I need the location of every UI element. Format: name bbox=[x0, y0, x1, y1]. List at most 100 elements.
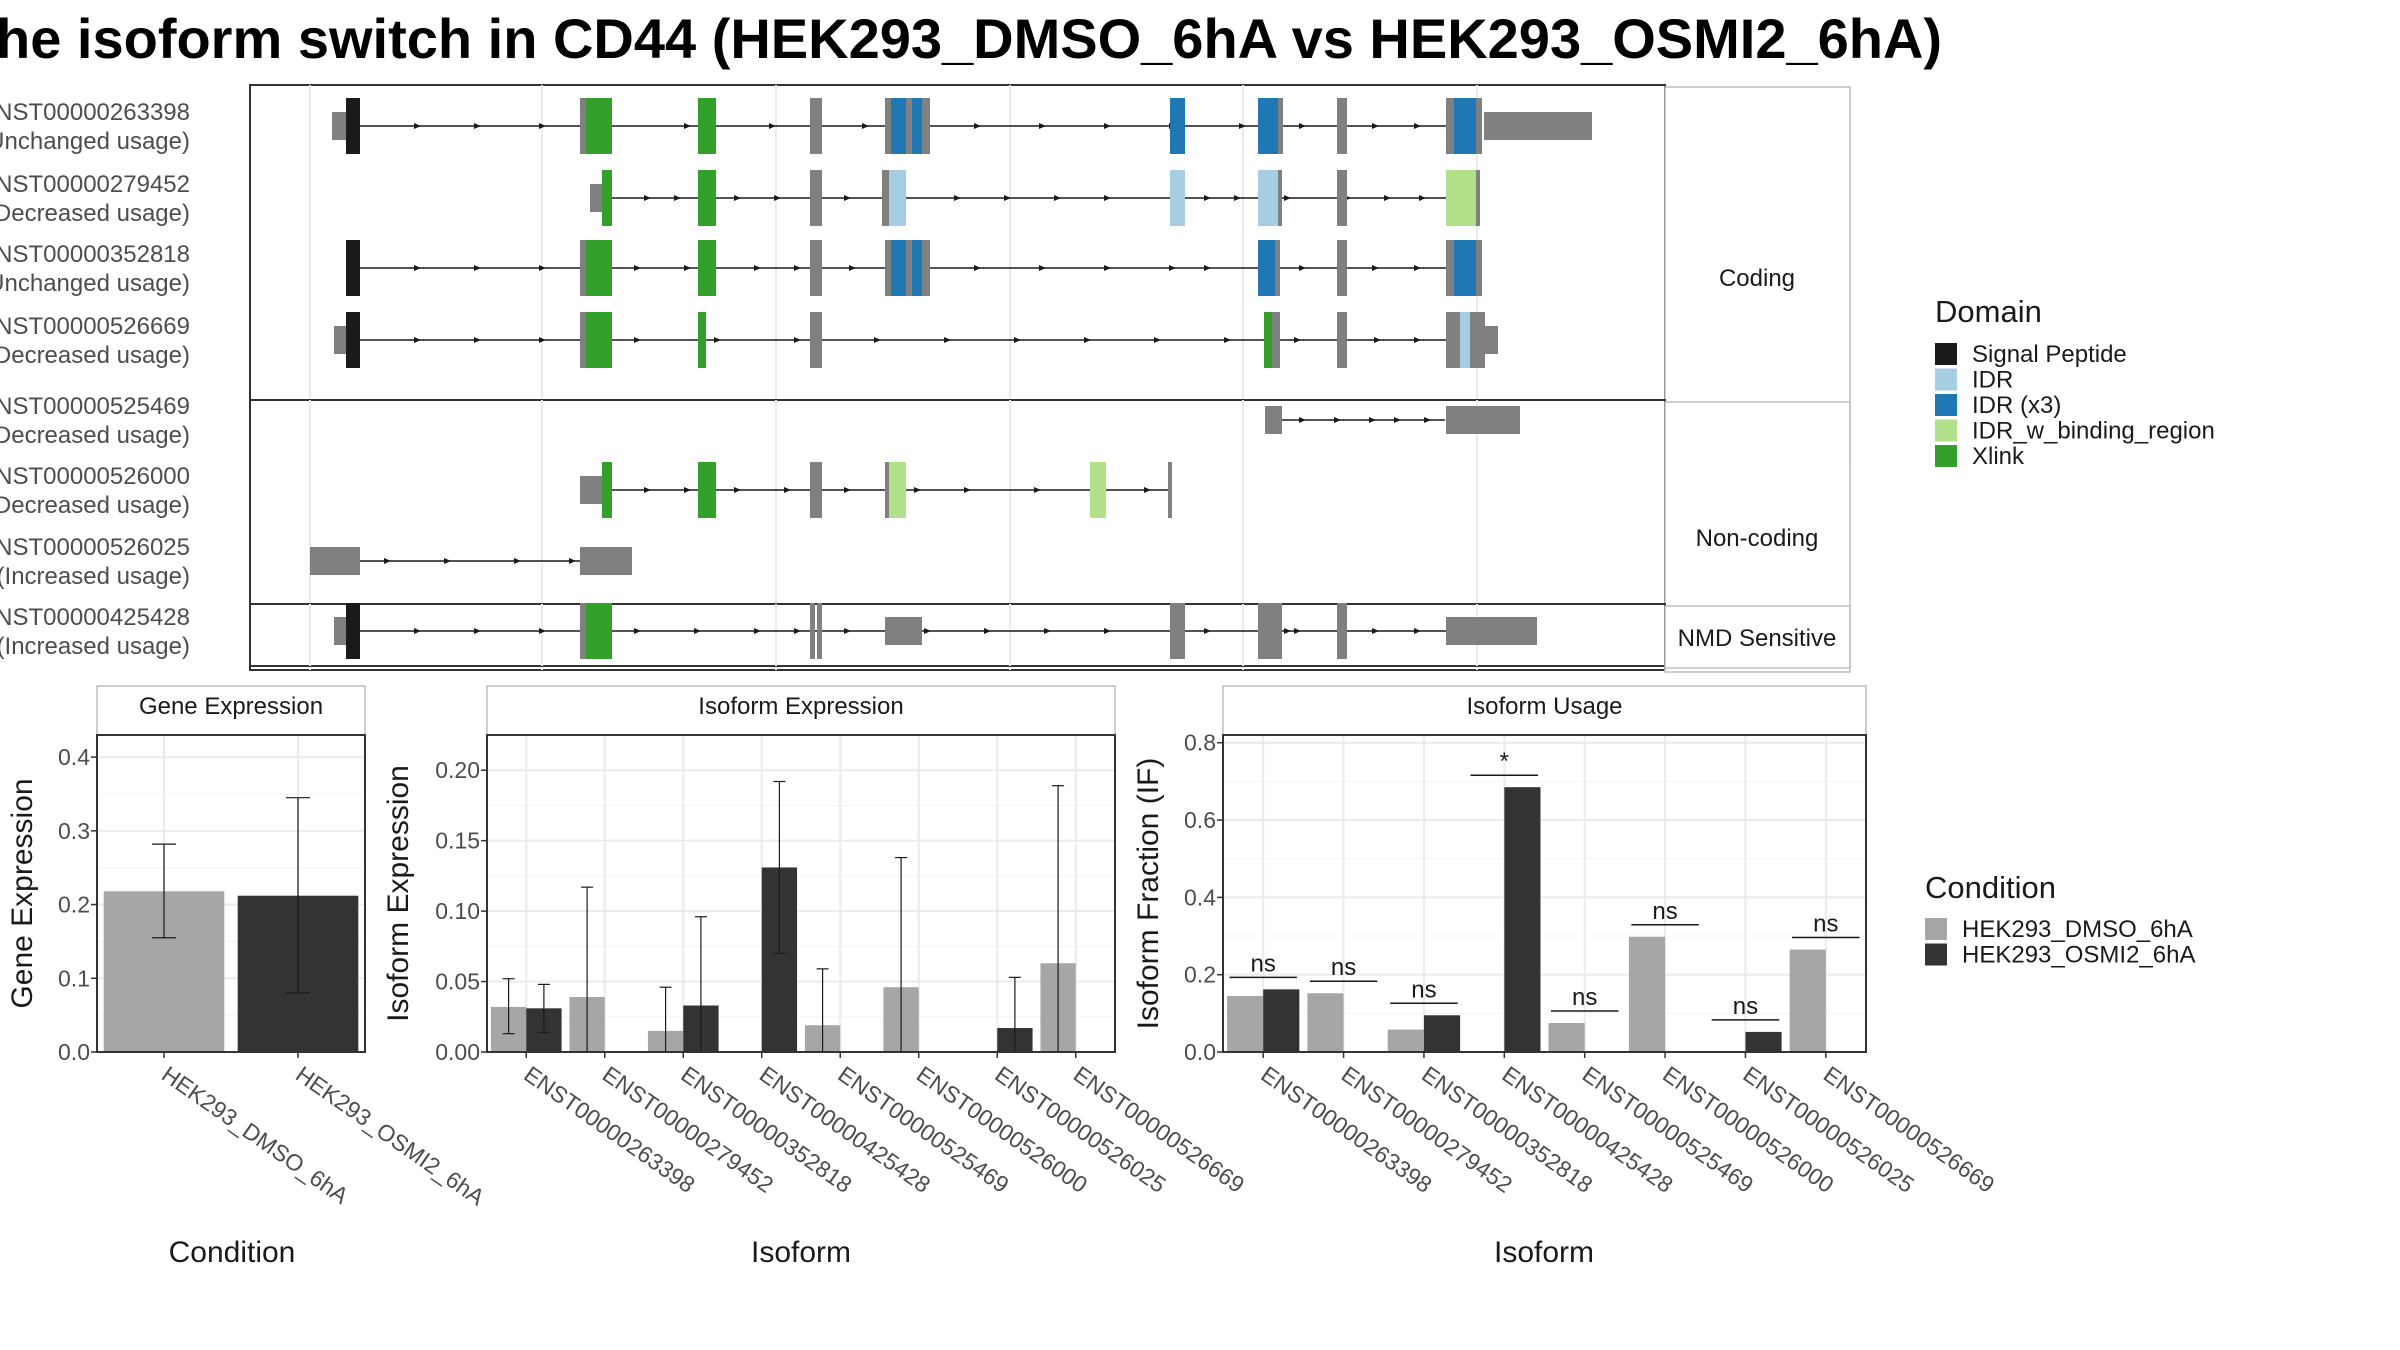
exon bbox=[1476, 98, 1482, 154]
exon bbox=[885, 617, 922, 645]
panel-strip-label: NMD Sensitive bbox=[1678, 625, 1837, 652]
exon bbox=[1476, 170, 1480, 226]
exon bbox=[580, 240, 586, 296]
domain-legend-swatch bbox=[1935, 368, 1957, 391]
significance-label: ns bbox=[1733, 993, 1758, 1020]
bar bbox=[1789, 949, 1826, 1052]
y-tick-label: 0.0 bbox=[58, 1039, 90, 1065]
exon bbox=[334, 326, 346, 354]
exon bbox=[885, 240, 891, 296]
idr-x3-domain bbox=[1258, 240, 1275, 296]
domain-legend-title: Domain bbox=[1935, 294, 2042, 329]
domain-legend-swatch bbox=[1935, 419, 1957, 442]
transcript-usage: (Unchanged usage) bbox=[0, 128, 190, 155]
idr-domain bbox=[889, 170, 906, 226]
idr-x3-domain bbox=[891, 98, 906, 154]
structure-panel-box bbox=[249, 603, 1666, 667]
transcript-row: ENST00000352818(Unchanged usage) bbox=[0, 240, 1482, 297]
exon bbox=[580, 98, 586, 154]
chart-title-strip bbox=[1222, 685, 1867, 736]
exon bbox=[1170, 603, 1185, 659]
exon bbox=[810, 312, 822, 368]
bar bbox=[1387, 1029, 1424, 1052]
idr-x3-domain bbox=[1170, 98, 1185, 154]
significance-label: ns bbox=[1331, 954, 1356, 981]
exon bbox=[1337, 240, 1347, 296]
idr-binding-domain bbox=[1446, 170, 1476, 226]
exon bbox=[1476, 240, 1482, 296]
figure-title: he isoform switch in CD44 (HEK293_DMSO_6… bbox=[0, 7, 1942, 70]
transcript-usage: (Decreased usage) bbox=[0, 492, 190, 519]
y-tick-label: 0.10 bbox=[435, 898, 480, 924]
significance-label: * bbox=[1500, 748, 1509, 775]
xlink-domain bbox=[1264, 312, 1272, 368]
bar bbox=[1423, 1015, 1461, 1052]
transcript-row: ENST00000526000(Decreased usage) bbox=[0, 462, 1172, 519]
condition-legend-swatch bbox=[1925, 943, 1947, 966]
chart-title-strip bbox=[486, 685, 1116, 736]
exon bbox=[332, 112, 350, 140]
exon bbox=[906, 98, 912, 154]
condition-legend-title: Condition bbox=[1925, 870, 2056, 905]
transcript-usage: (Decreased usage) bbox=[0, 342, 190, 369]
idr-x3-domain bbox=[912, 240, 922, 296]
signal-peptide-domain bbox=[346, 312, 360, 368]
transcript-id: ENST00000263398 bbox=[0, 99, 190, 126]
exon bbox=[810, 462, 822, 518]
significance-label: ns bbox=[1572, 984, 1597, 1011]
y-tick-label: 0.15 bbox=[435, 828, 480, 854]
exon bbox=[885, 98, 891, 154]
domain-legend-swatch bbox=[1935, 445, 1957, 467]
exon bbox=[1446, 240, 1454, 296]
exon bbox=[922, 98, 930, 154]
transcript-usage: (Increased usage) bbox=[0, 633, 190, 660]
exon bbox=[1446, 98, 1454, 154]
chart-title-strip bbox=[96, 685, 366, 736]
xlink-domain bbox=[698, 170, 716, 226]
transcript-row: ENST00000263398(Unchanged usage) bbox=[0, 98, 1592, 155]
transcript-id: ENST00000526669 bbox=[0, 313, 190, 340]
exon bbox=[1446, 406, 1520, 434]
y-tick-label: 0.2 bbox=[58, 892, 90, 918]
chart-title: Isoform Expression bbox=[698, 693, 903, 720]
bar bbox=[1263, 989, 1300, 1052]
exon bbox=[334, 617, 346, 645]
domain-legend-label: IDR (x3) bbox=[1972, 392, 2061, 419]
exon bbox=[1275, 240, 1280, 296]
domain-legend-swatch bbox=[1935, 394, 1957, 416]
y-tick-label: 0.6 bbox=[1184, 807, 1216, 833]
exon bbox=[810, 170, 822, 226]
bar-chart: Gene Expression0.00.10.20.30.4HEK293_DMS… bbox=[6, 685, 490, 1269]
transcript-row: ENST00000526669(Decreased usage) bbox=[0, 312, 1498, 369]
exon bbox=[1337, 98, 1347, 154]
exon bbox=[1168, 462, 1172, 518]
bar bbox=[1307, 993, 1344, 1052]
y-tick-label: 0.2 bbox=[1184, 962, 1216, 988]
idr-x3-domain bbox=[1258, 98, 1278, 154]
exon bbox=[580, 603, 586, 659]
y-tick-label: 0.3 bbox=[58, 818, 90, 844]
xlink-domain bbox=[586, 312, 612, 368]
domain-legend-label: IDR bbox=[1972, 367, 2013, 394]
bar-chart: Isoform Expression0.000.050.100.150.20EN… bbox=[382, 685, 1249, 1269]
idr-binding-domain bbox=[1090, 462, 1106, 518]
x-axis-label: Isoform bbox=[1494, 1236, 1594, 1269]
significance-label: ns bbox=[1652, 898, 1677, 925]
condition-legend-label: HEK293_OSMI2_6hA bbox=[1962, 942, 2195, 969]
transcript-structure-panel: Coding Non-coding NMD Sensitive ENST0000026… bbox=[0, 84, 1851, 673]
exon bbox=[817, 603, 822, 659]
domain-legend-swatch bbox=[1935, 343, 1957, 365]
exon bbox=[1278, 98, 1283, 154]
transcript-usage: (Decreased usage) bbox=[0, 422, 190, 449]
y-axis-label: Isoform Fraction (IF) bbox=[1132, 758, 1165, 1030]
panel-strip-label: Coding bbox=[1719, 265, 1795, 292]
transcript-id: ENST00000526000 bbox=[0, 463, 190, 490]
bar bbox=[1745, 1031, 1782, 1052]
xlink-domain bbox=[698, 462, 716, 518]
signal-peptide-domain bbox=[346, 98, 360, 154]
transcript-id: ENST00000352818 bbox=[0, 241, 190, 268]
exon bbox=[885, 462, 889, 518]
exon bbox=[580, 547, 632, 575]
